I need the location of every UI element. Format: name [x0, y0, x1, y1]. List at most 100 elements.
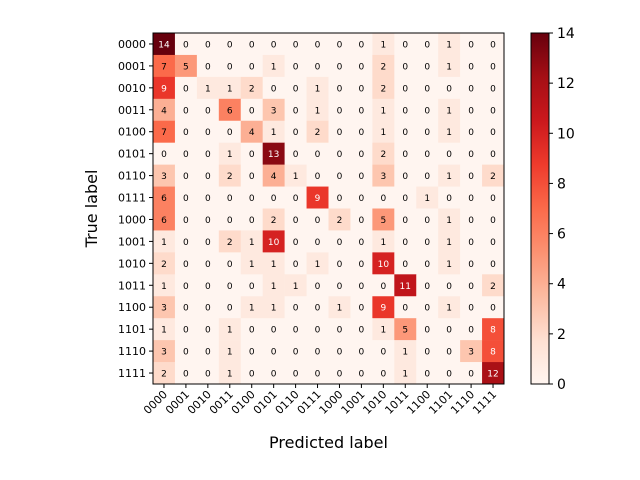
heatmap-cell: [328, 164, 351, 187]
heatmap-cell: [438, 76, 461, 100]
heatmap-cell: [284, 252, 307, 275]
cell-value-label: 0: [337, 172, 343, 182]
cell-value-label: 1: [380, 40, 386, 50]
heatmap-cell: [416, 33, 439, 56]
heatmap-cell: [218, 274, 242, 297]
heatmap-cell: [262, 186, 285, 209]
cell-value-label: 0: [380, 194, 386, 204]
heatmap-cell: [306, 142, 329, 165]
colorbar-tick-label: 14: [557, 26, 575, 42]
heatmap-cell: [460, 318, 483, 341]
y-tick-label: 0100: [118, 126, 146, 139]
heatmap-cell: [328, 230, 351, 253]
cell-value-label: 0: [402, 62, 408, 72]
heatmap-cell: [306, 76, 329, 100]
heatmap-cell: [174, 274, 198, 297]
cell-value-label: 0: [205, 326, 211, 336]
cell-value-label: 0: [490, 128, 496, 138]
heatmap-cell: [218, 318, 242, 341]
cell-value-label: 0: [337, 348, 343, 358]
cell-value-label: 7: [161, 62, 167, 72]
cell-value-label: 0: [468, 304, 474, 314]
cell-value-label: 0: [337, 238, 343, 248]
cell-value-label: 0: [490, 216, 496, 226]
heatmap-cell: [218, 98, 242, 122]
heatmap-cell: [416, 54, 439, 78]
cell-value-label: 1: [161, 326, 167, 336]
cell-value-label: 0: [337, 106, 343, 116]
cell-value-label: 0: [205, 194, 211, 204]
heatmap-cell: [416, 186, 439, 209]
cell-value-label: 0: [359, 194, 365, 204]
heatmap-cell: [350, 362, 373, 385]
cell-value-label: 0: [359, 172, 365, 182]
cell-value-label: 0: [293, 304, 299, 314]
cell-value-label: 0: [468, 40, 474, 50]
cell-value-label: 0: [227, 282, 233, 292]
cell-value-label: 0: [446, 150, 452, 160]
cell-value-label: 0: [424, 84, 430, 94]
cell-value-label: 0: [183, 128, 189, 138]
cell-value-label: 0: [183, 348, 189, 358]
plot-frame: [152, 32, 505, 385]
cell-value-label: 0: [183, 194, 189, 204]
cell-value-label: 0: [249, 106, 255, 116]
heatmap-cell: [438, 362, 461, 385]
heatmap-cell: [153, 230, 176, 253]
y-tick-label: 1010: [118, 257, 146, 270]
cell-value-label: 0: [402, 40, 408, 50]
cell-value-label: 0: [227, 62, 233, 72]
cell-value-label: 0: [402, 194, 408, 204]
heatmap-cell: [394, 76, 417, 100]
cell-value-label: 0: [227, 194, 233, 204]
heatmap-cell: [262, 208, 285, 231]
cell-value-label: 0: [293, 238, 299, 248]
cell-value-label: 1: [249, 260, 255, 270]
heatmap-cell: [218, 54, 242, 78]
cell-value-label: 0: [293, 106, 299, 116]
cell-value-label: 8: [490, 348, 496, 358]
heatmap-cell: [328, 318, 351, 341]
cell-value-label: 2: [249, 84, 255, 94]
heatmap-cell: [306, 362, 329, 385]
heatmap-cell: [306, 296, 329, 319]
heatmap-cell: [174, 186, 198, 209]
heatmap-cell: [328, 54, 351, 78]
heatmap-cell: [460, 296, 483, 319]
cell-value-label: 5: [380, 216, 386, 226]
heatmap-cell: [153, 98, 176, 122]
cell-value-label: 1: [446, 106, 452, 116]
heatmap-cell: [306, 274, 329, 297]
cell-value-label: 1: [446, 62, 452, 72]
heatmap-cell: [372, 340, 395, 363]
heatmap-cell: [284, 186, 307, 209]
heatmap-cell: [262, 54, 285, 78]
heatmap-cell: [174, 164, 198, 187]
heatmap-cell: [350, 208, 373, 231]
heatmap-cell: [372, 186, 395, 209]
heatmap-cell: [460, 54, 483, 78]
cell-value-label: 1: [293, 172, 299, 182]
cell-value-label: 1: [249, 238, 255, 248]
heatmap-cell: [438, 252, 461, 275]
heatmap-cell: [350, 252, 373, 275]
heatmap-cell: [372, 274, 395, 297]
heatmap-cell: [482, 76, 505, 100]
heatmap-cell: [218, 142, 242, 165]
heatmap-cell: [218, 76, 242, 100]
heatmap-cell: [394, 120, 417, 143]
colorbar-tick-label: 6: [557, 227, 566, 243]
heatmap-cell: [372, 362, 395, 385]
cell-value-label: 0: [271, 348, 277, 358]
heatmap-cell: [284, 340, 307, 363]
cell-value-label: 9: [161, 84, 167, 94]
heatmap-cell: [218, 33, 242, 56]
cell-value-label: 4: [271, 172, 277, 182]
heatmap-cell: [174, 252, 198, 275]
heatmap-cell: [262, 340, 285, 363]
cell-value-label: 0: [205, 62, 211, 72]
cell-value-label: 0: [293, 150, 299, 160]
heatmap-cell: [306, 208, 329, 231]
cell-value-label: 0: [183, 326, 189, 336]
